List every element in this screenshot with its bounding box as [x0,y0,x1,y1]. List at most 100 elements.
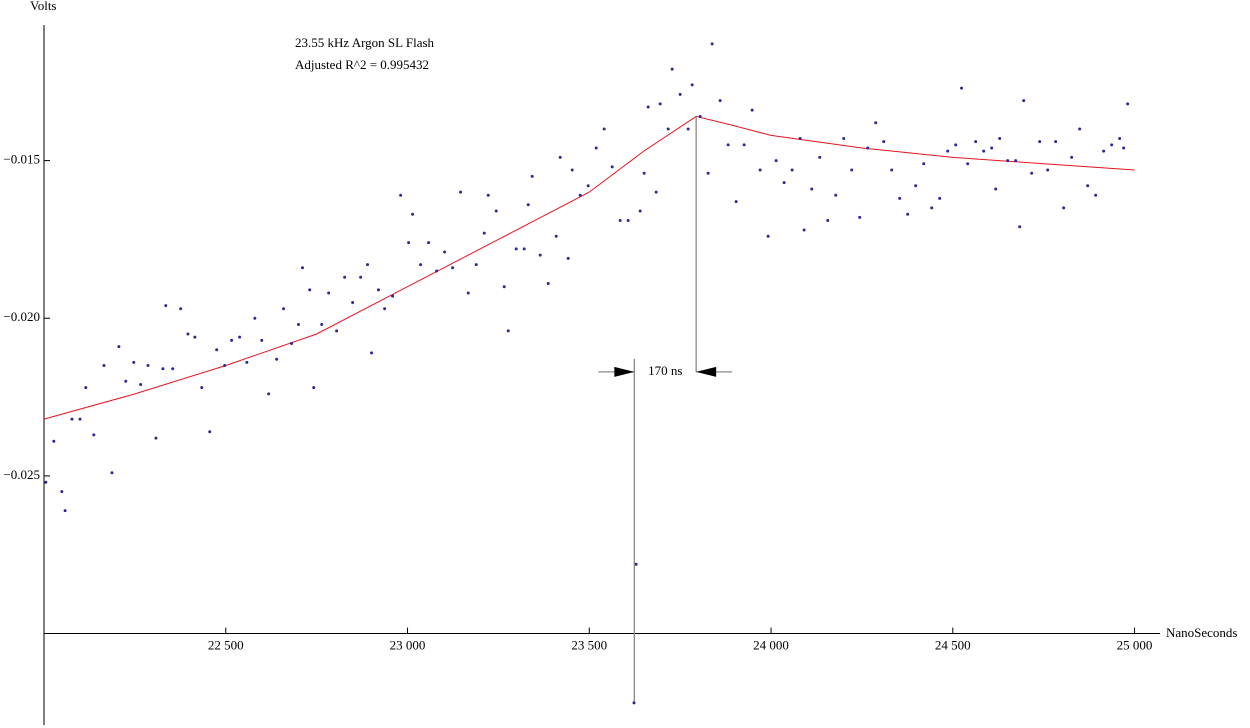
data-point [312,386,316,390]
data-point [890,168,894,172]
data-point [320,323,324,327]
x-tick-label: 23 500 [571,638,607,653]
data-point [874,121,878,125]
data-point [124,379,128,383]
data-point [275,357,279,361]
x-tick-label: 25 000 [1117,638,1153,653]
data-point [223,364,227,368]
data-point [161,367,165,371]
data-point [818,155,822,159]
data-point [1022,99,1026,103]
data-point [966,162,970,166]
data-point [626,218,630,222]
data-point [407,241,411,245]
data-point [443,250,447,254]
data-point [327,291,331,295]
data-point [594,146,598,150]
data-point [914,184,918,188]
data-point [1122,146,1126,150]
data-point [802,228,806,232]
data-point [102,364,106,368]
data-point [296,323,300,327]
data-point [554,234,558,238]
data-point [282,307,286,311]
data-point [758,168,762,172]
data-point [810,187,814,191]
data-point [710,42,714,46]
y-axis-label: Volts [30,0,57,13]
data-point [376,288,380,292]
x-axis-label: NanoSeconds [1166,625,1238,640]
data-point [411,212,415,216]
data-point [526,203,530,207]
fit-curve [43,115,1135,420]
data-point [632,701,636,705]
data-point [290,341,294,345]
data-point [866,146,870,150]
data-point [63,509,67,513]
data-point [230,338,234,342]
data-point [1054,140,1058,144]
data-point [427,241,431,245]
data-point [482,231,486,235]
data-point [1014,159,1018,163]
data-point [898,196,902,200]
data-point [1102,149,1106,153]
data-point [494,209,498,213]
data-point [954,143,958,147]
data-point [946,149,950,153]
data-point [718,99,722,103]
data-point [634,562,638,566]
data-point [1038,140,1042,144]
data-point [253,316,257,320]
data-point [514,247,518,251]
data-point [790,168,794,172]
data-point [419,263,423,267]
data-point [546,282,550,286]
x-tick-label: 24 000 [753,638,789,653]
data-point [638,209,642,213]
data-point [474,263,478,267]
data-point [154,436,158,440]
data-point [300,266,304,270]
data-point [726,143,730,147]
data-point [798,137,802,141]
data-point [558,155,562,159]
data-point [366,263,370,267]
data-point [742,143,746,147]
data-point [459,190,463,194]
data-point [383,307,387,311]
data-point [60,490,64,494]
data-point [44,480,48,484]
data-point [308,288,312,292]
data-point [502,285,506,289]
data-point [117,345,121,349]
data-point [658,102,662,106]
data-point [666,127,670,131]
data-point [1078,127,1082,131]
data-point [52,439,56,443]
data-point [922,162,926,166]
data-point [994,187,998,191]
data-point [766,234,770,238]
data-point [1006,159,1010,163]
data-point [435,269,439,273]
data-point [84,386,88,390]
data-point [451,266,455,270]
y-tick-label: −0.020 [3,309,40,324]
data-point [164,304,168,308]
data-point [208,430,212,434]
data-point [960,86,964,90]
data-point [690,83,694,87]
data-point [998,137,1002,141]
data-point [906,212,910,216]
annotation-arrowhead [614,366,635,377]
data-point [990,146,994,150]
chart-title: 23.55 kHz Argon SL Flash [295,35,435,50]
data-point [1086,184,1090,188]
x-tick-label: 23 000 [390,638,426,653]
data-point [506,329,510,333]
data-point [399,193,403,197]
data-point [774,159,778,163]
